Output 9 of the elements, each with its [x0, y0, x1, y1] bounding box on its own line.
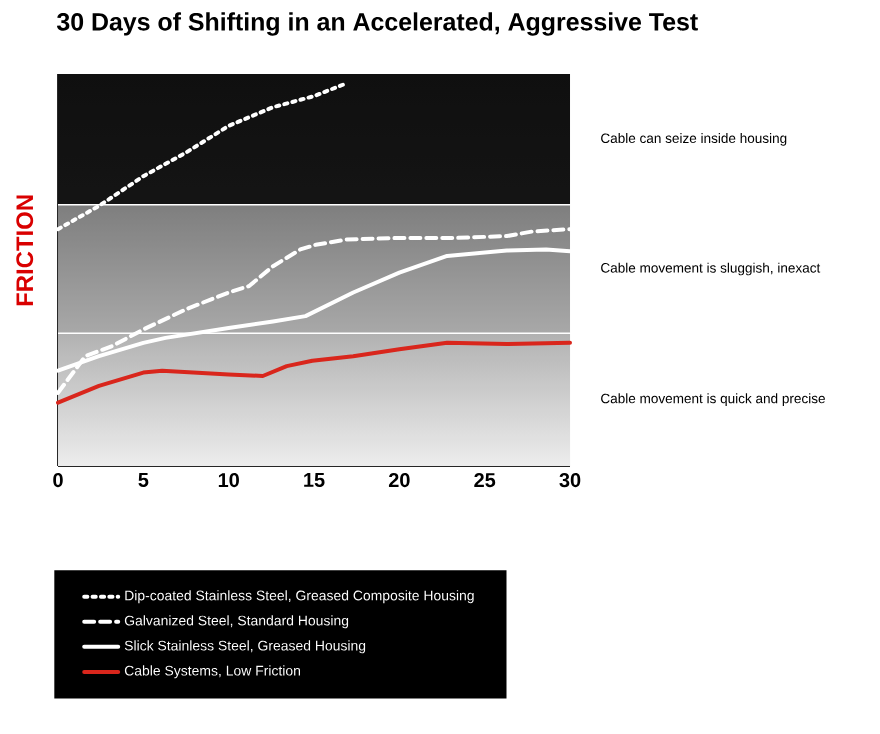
x-tick-label: 0 [53, 473, 63, 488]
x-tick-label: 20 [388, 473, 410, 488]
chart-title: 30 Days of Shifting in an Accelerated, Aggressive Test [56, 12, 698, 36]
x-tick-label: 25 [474, 473, 496, 488]
x-tick-label: 30 [559, 473, 581, 488]
x-tick-label: 10 [218, 473, 239, 488]
y-axis-title: FRICTION [16, 195, 34, 306]
x-tick-label: 5 [138, 473, 149, 487]
x-tick-label: 15 [304, 473, 325, 487]
